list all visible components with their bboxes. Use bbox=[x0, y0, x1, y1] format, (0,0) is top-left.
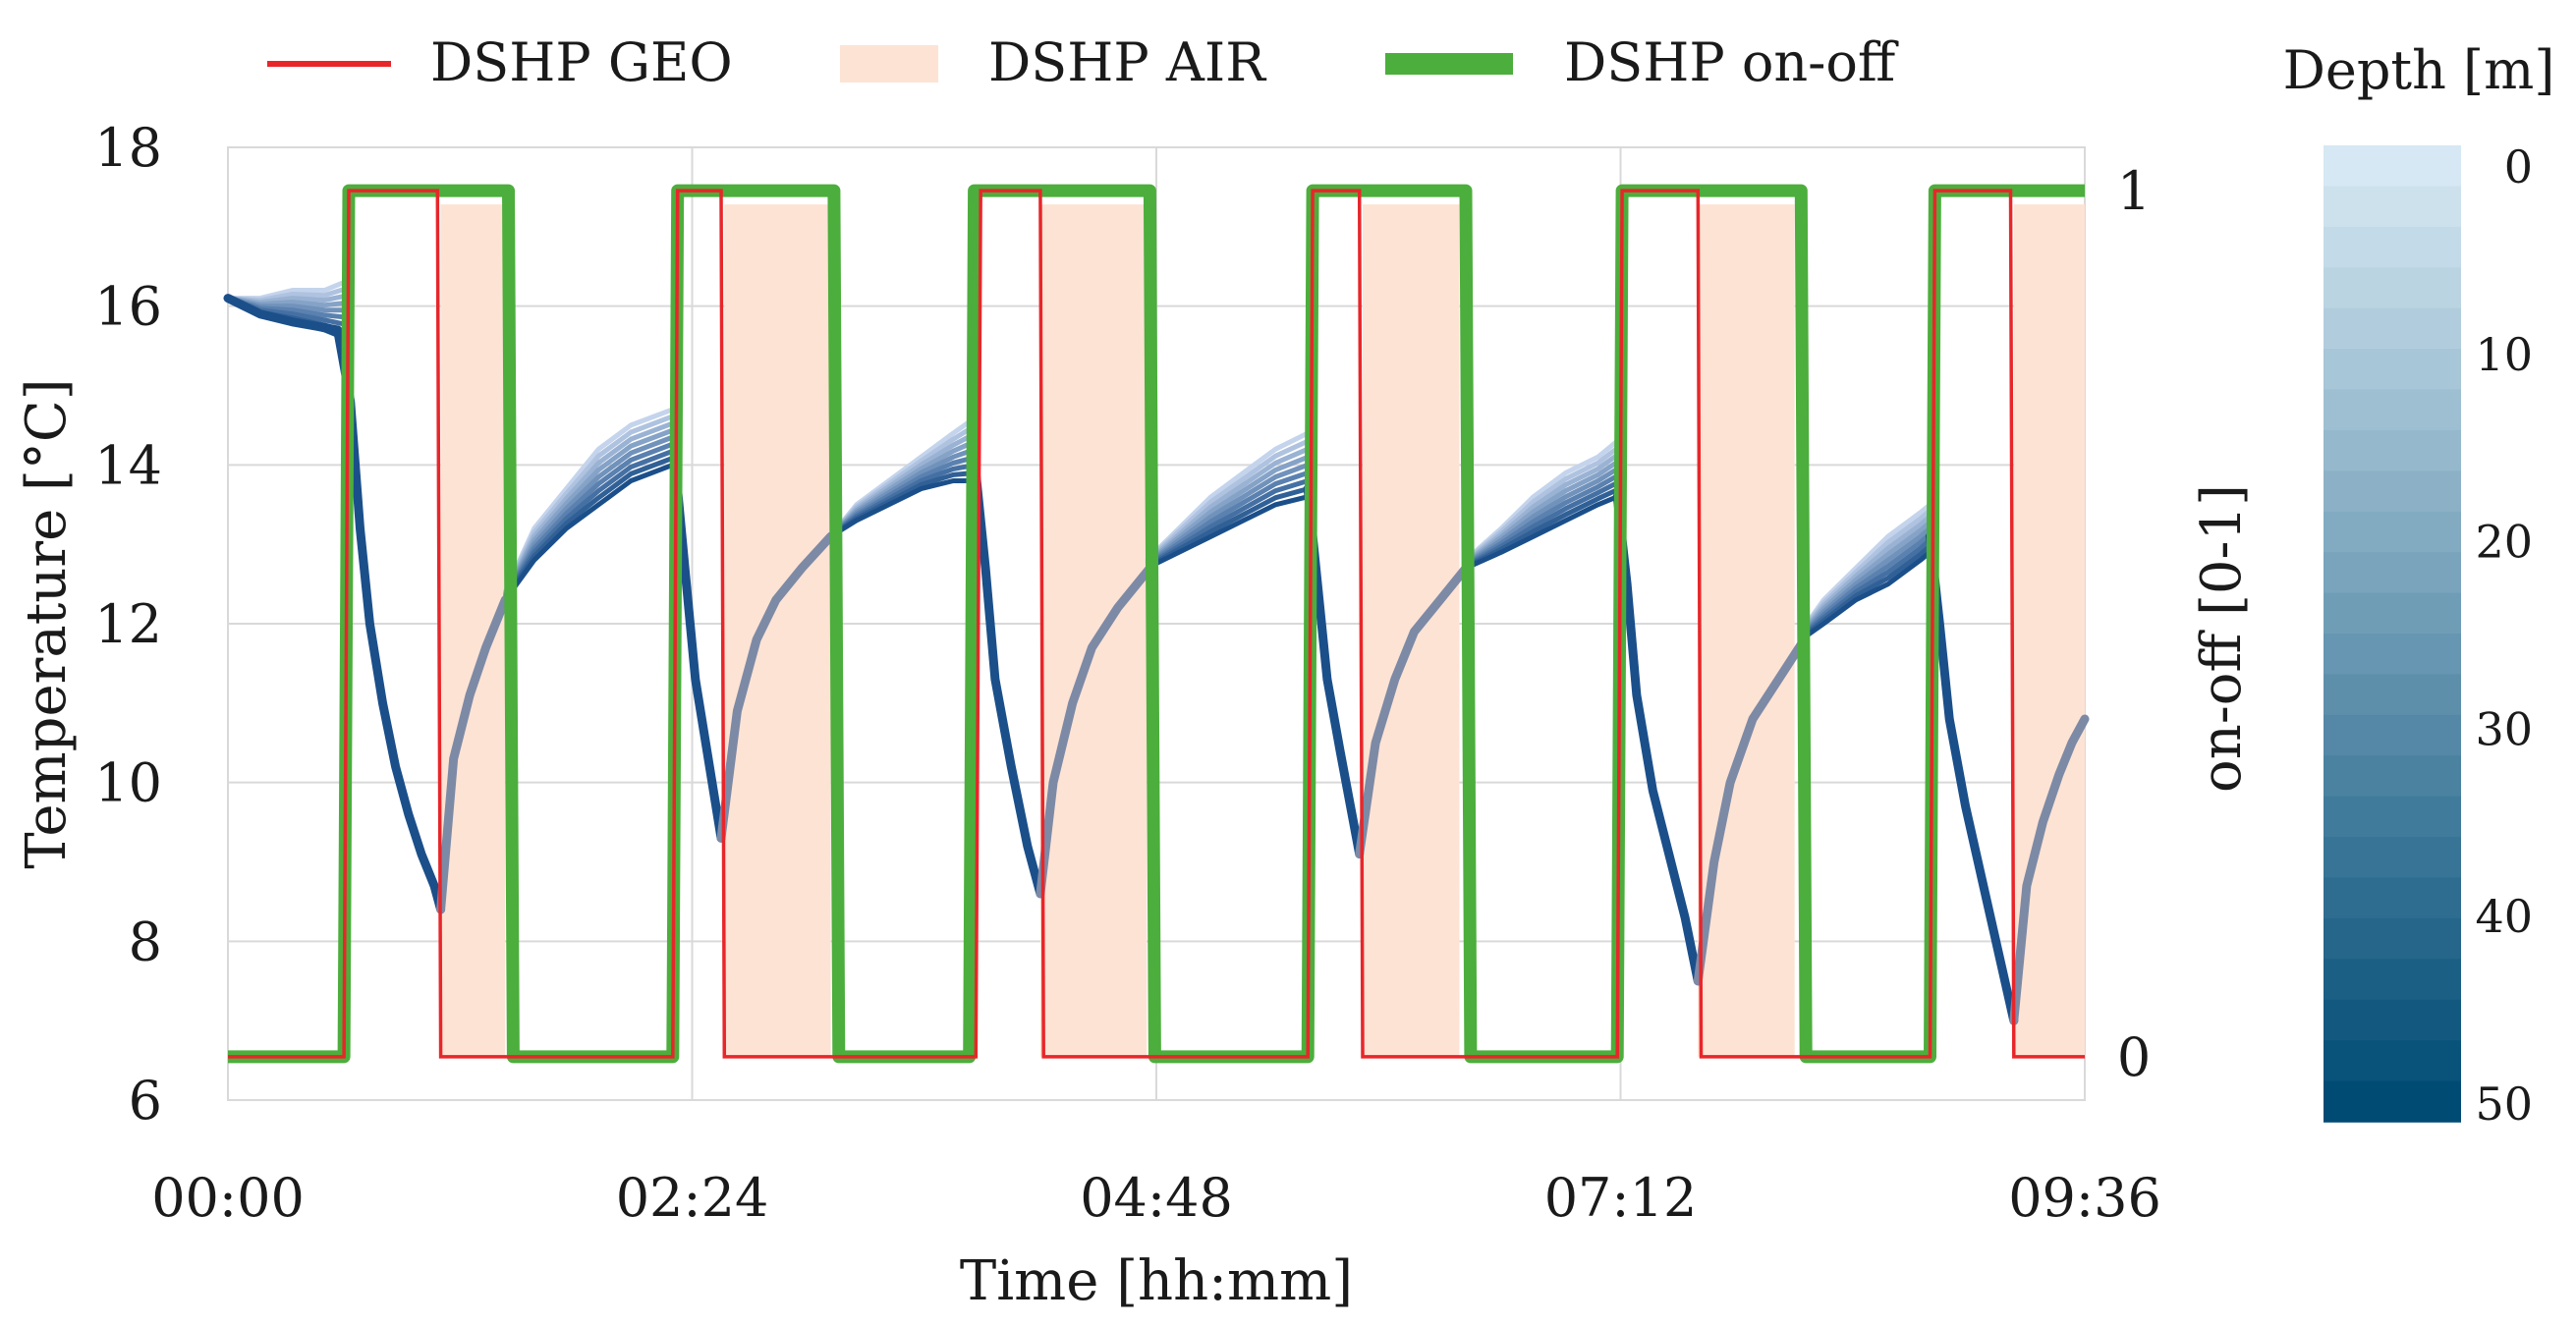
colorbar-cell bbox=[2324, 307, 2461, 350]
dshp-air-band bbox=[724, 204, 831, 1057]
ground-temp-line-depth-layer bbox=[503, 462, 674, 602]
y-tick-label: 10 bbox=[94, 752, 162, 814]
colorbar-cell bbox=[2324, 634, 2461, 676]
colorbar-cell bbox=[2324, 470, 2461, 513]
fluid-temp-line-recovery bbox=[1355, 563, 1471, 858]
colorbar-cell bbox=[2324, 429, 2461, 472]
x-tick-label: 09:36 bbox=[2008, 1167, 2161, 1229]
colorbar-cell bbox=[2324, 226, 2461, 269]
colorbar-cell bbox=[2324, 389, 2461, 431]
colorbar-cell bbox=[2324, 999, 2461, 1041]
y-tick-label: 12 bbox=[94, 593, 162, 655]
colorbar-gradient bbox=[2324, 145, 2461, 1123]
dshp-air-band bbox=[1039, 204, 1148, 1057]
legend-label-dshp-onoff: DSHP on-off bbox=[1564, 31, 1899, 93]
y-axis-title: Temperature [°C] bbox=[15, 378, 79, 868]
y-tick-label: 18 bbox=[94, 117, 162, 179]
colorbar-tick-labels: 0 10 20 30 40 50 bbox=[2475, 140, 2533, 1131]
legend: DSHP GEO DSHP AIR DSHP on-off bbox=[267, 31, 1899, 93]
dshp-onoff-line bbox=[228, 184, 2085, 1064]
dshp-geo-line bbox=[228, 189, 2085, 1059]
colorbar-cell bbox=[2324, 1080, 2461, 1123]
x-tick-label: 04:48 bbox=[1080, 1167, 1233, 1229]
fluid-temp-line-running bbox=[1926, 531, 2019, 1025]
colorbar-cell bbox=[2324, 511, 2461, 553]
fluid-temp-line-running bbox=[1612, 492, 1703, 986]
dshp-air-band bbox=[1698, 204, 1795, 1057]
colorbar-cell bbox=[2324, 877, 2461, 919]
colorbar-tick-label: 20 bbox=[2475, 516, 2533, 569]
fluid-temp-line-recovery bbox=[2009, 714, 2090, 1025]
legend-label-dshp-geo: DSHP GEO bbox=[430, 31, 733, 93]
ground-temp-line-depth-layer bbox=[1464, 494, 1619, 571]
ground-temp-line-depth-layer bbox=[829, 478, 977, 539]
y-tick-label: 16 bbox=[94, 276, 162, 338]
fluid-temp-line-recovery bbox=[716, 531, 836, 843]
x-tick-label: 07:12 bbox=[1544, 1167, 1698, 1229]
colorbar-cell bbox=[2324, 186, 2461, 228]
axis-tick-labels: 6 8 10 12 14 16 18 00:00 02:24 04:48 07:12 09:36 0 1 bbox=[94, 117, 2161, 1229]
ground-temp-line-depth-layer bbox=[1799, 550, 1932, 642]
onoff-lines bbox=[228, 184, 2085, 1064]
colorbar-cell bbox=[2324, 1040, 2461, 1082]
x-axis-title: Time [hh:mm] bbox=[960, 1249, 1353, 1313]
fluid-temp-line-recovery bbox=[436, 595, 510, 914]
y2-tick-label: 1 bbox=[2117, 160, 2151, 222]
colorbar-cell bbox=[2324, 349, 2461, 391]
colorbar-tick-label: 30 bbox=[2475, 702, 2533, 755]
legend-swatch-dshp-air bbox=[840, 45, 938, 83]
colorbar-tick-label: 0 bbox=[2504, 140, 2533, 193]
ground-temperature-lines bbox=[226, 280, 1932, 642]
colorbar-tick-label: 10 bbox=[2475, 328, 2533, 381]
fluid-temp-line-recovery bbox=[1036, 563, 1154, 899]
colorbar-cell bbox=[2324, 145, 2461, 188]
colorbar-cell bbox=[2324, 674, 2461, 716]
colorbar-tick-label: 50 bbox=[2475, 1077, 2533, 1131]
fluid-temp-line-running bbox=[223, 294, 446, 914]
ground-temp-line-depth-layer bbox=[1146, 494, 1309, 571]
x-tick-label: 00:00 bbox=[151, 1167, 305, 1229]
colorbar-cell bbox=[2324, 552, 2461, 594]
colorbar-cell bbox=[2324, 267, 2461, 309]
y-tick-label: 6 bbox=[129, 1070, 162, 1132]
colorbar-cell bbox=[2324, 917, 2461, 961]
y-tick-label: 8 bbox=[129, 911, 162, 972]
x-tick-label: 02:24 bbox=[616, 1167, 769, 1229]
y2-tick-label: 0 bbox=[2117, 1026, 2151, 1088]
colorbar-cell bbox=[2324, 796, 2461, 838]
colorbar-title: Depth [m] bbox=[2283, 39, 2555, 101]
colorbar-cell bbox=[2324, 755, 2461, 798]
y-tick-label: 14 bbox=[94, 434, 162, 496]
colorbar-cell bbox=[2324, 714, 2461, 757]
colorbar-cell bbox=[2324, 837, 2461, 879]
fluid-temp-line-running bbox=[671, 468, 726, 843]
colorbar-cell bbox=[2324, 592, 2461, 635]
fluid-temp-line-running bbox=[971, 468, 1045, 899]
legend-label-dshp-air: DSHP AIR bbox=[988, 31, 1266, 93]
colorbar: Depth [m] 0 10 20 30 40 50 bbox=[2283, 39, 2555, 1131]
fluid-temp-line-recovery bbox=[1693, 635, 1809, 986]
colorbar-tick-label: 40 bbox=[2475, 890, 2533, 943]
colorbar-cell bbox=[2324, 959, 2461, 1001]
y2-axis-title: on-off [0-1] bbox=[2190, 484, 2254, 793]
